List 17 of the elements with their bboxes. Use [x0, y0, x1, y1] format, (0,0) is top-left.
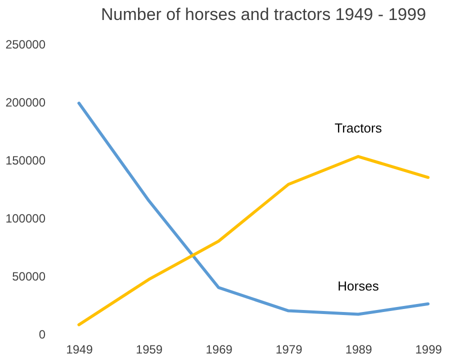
y-tick-label: 100000	[5, 212, 46, 226]
x-tick-label: 1949	[66, 342, 94, 356]
text: Tractors	[334, 120, 382, 136]
x-tick-label: 1979	[276, 342, 303, 356]
chart-title: Number of horses and tractors 1949 - 1999	[100, 5, 426, 24]
y-tick-label: 0	[38, 328, 46, 342]
y-tick-label: 50000	[12, 270, 46, 284]
series-label: Horses	[338, 278, 380, 294]
y-tick-label: 250000	[5, 38, 46, 52]
x-tick-label: 1999	[415, 342, 442, 356]
x-tick-label: 1959	[136, 342, 163, 356]
x-tick-label: 1969	[206, 342, 233, 356]
y-tick-label: 150000	[5, 154, 46, 168]
y-tick-label: 200000	[5, 96, 46, 110]
line-series	[77, 102, 430, 316]
line-series	[77, 155, 430, 326]
x-tick-label: 1989	[345, 342, 372, 356]
